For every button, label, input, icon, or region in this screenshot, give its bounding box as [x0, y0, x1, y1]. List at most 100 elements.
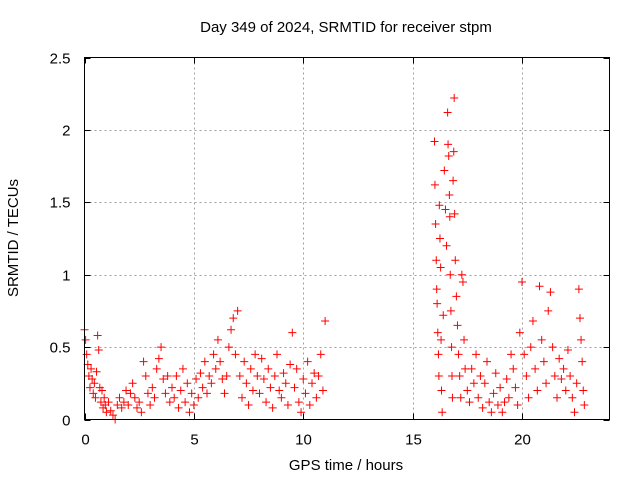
- data-point: [478, 403, 487, 412]
- data-point: [253, 372, 262, 381]
- data-point: [200, 357, 209, 366]
- x-tick-label: 0: [81, 432, 89, 449]
- data-point: [448, 372, 456, 381]
- data-point: [456, 393, 465, 402]
- data-point: [537, 335, 546, 344]
- data-point: [93, 331, 102, 340]
- data-point: [119, 398, 128, 407]
- data-point: [431, 220, 440, 229]
- data-point: [102, 408, 111, 417]
- data-point: [87, 364, 96, 373]
- data-point: [139, 357, 148, 366]
- data-point: [449, 176, 458, 185]
- data-point: [216, 357, 225, 366]
- data-point: [448, 393, 457, 402]
- data-point: [279, 369, 288, 378]
- data-point: [168, 383, 176, 392]
- data-point: [430, 137, 439, 146]
- data-point: [94, 345, 103, 354]
- data-point: [161, 389, 170, 398]
- data-point: [430, 180, 439, 189]
- data-point: [205, 372, 214, 381]
- data-point: [439, 311, 448, 320]
- data-point: [251, 350, 260, 359]
- data-point: [137, 408, 146, 417]
- data-point: [445, 212, 454, 221]
- data-point: [474, 393, 483, 402]
- data-point: [133, 403, 141, 412]
- data-point: [244, 401, 253, 410]
- data-point: [528, 317, 537, 326]
- data-point: [526, 343, 535, 352]
- data-point: [233, 306, 242, 315]
- data-point: [578, 357, 587, 366]
- x-tick-label: 15: [405, 432, 422, 449]
- data-point: [557, 374, 566, 383]
- y-tick-label: 2.5: [50, 51, 71, 68]
- data-point: [469, 379, 478, 388]
- data-point: [194, 393, 203, 402]
- data-point: [152, 364, 161, 373]
- data-point: [520, 350, 529, 359]
- data-point: [442, 241, 451, 250]
- x-tick-label: 5: [190, 432, 198, 449]
- y-tick-label: 1: [62, 268, 70, 285]
- data-point: [163, 372, 172, 381]
- data-point: [220, 389, 229, 398]
- data-point: [246, 364, 255, 373]
- data-point: [491, 369, 500, 378]
- data-point: [476, 372, 485, 381]
- data-point: [301, 389, 310, 398]
- data-point: [312, 393, 321, 402]
- data-point: [299, 374, 308, 383]
- data-point: [108, 411, 117, 420]
- data-point: [283, 401, 292, 410]
- data-point: [575, 314, 584, 323]
- data-point: [572, 379, 581, 388]
- data-point: [438, 408, 447, 417]
- data-point: [115, 393, 124, 402]
- data-point: [453, 321, 462, 330]
- data-point: [207, 379, 216, 388]
- data-point: [518, 277, 526, 286]
- data-point: [135, 398, 144, 407]
- data-point: [455, 372, 464, 381]
- data-point: [314, 372, 323, 381]
- data-point: [90, 379, 99, 388]
- data-point: [539, 357, 548, 366]
- data-point: [231, 350, 240, 359]
- data-point: [447, 343, 456, 352]
- data-point: [96, 398, 105, 407]
- data-point: [227, 325, 236, 334]
- data-point: [450, 94, 459, 103]
- data-point: [222, 372, 231, 381]
- data-point: [500, 398, 509, 407]
- y-tick-label: 0.5: [50, 340, 71, 357]
- data-point: [268, 403, 277, 412]
- y-axis-title: SRMTID / TECUs: [5, 179, 22, 297]
- data-point: [277, 393, 286, 402]
- data-point: [303, 357, 312, 366]
- data-point: [141, 372, 150, 381]
- data-point: [128, 379, 137, 388]
- data-point: [170, 393, 179, 402]
- data-point: [457, 270, 466, 279]
- y-tick-label: 0: [62, 413, 70, 430]
- data-point: [189, 401, 198, 410]
- data-point: [445, 191, 454, 200]
- data-point: [444, 151, 453, 160]
- data-point: [255, 389, 264, 398]
- data-point: [240, 357, 249, 366]
- data-point: [440, 166, 449, 175]
- data-point: [580, 401, 589, 410]
- data-point: [460, 335, 469, 344]
- data-point: [288, 328, 297, 337]
- data-point: [92, 367, 101, 376]
- data-point: [104, 398, 113, 407]
- data-point: [126, 389, 135, 398]
- data-point: [83, 360, 92, 369]
- data-point: [555, 354, 564, 363]
- data-point: [85, 383, 94, 392]
- data-point: [542, 379, 551, 388]
